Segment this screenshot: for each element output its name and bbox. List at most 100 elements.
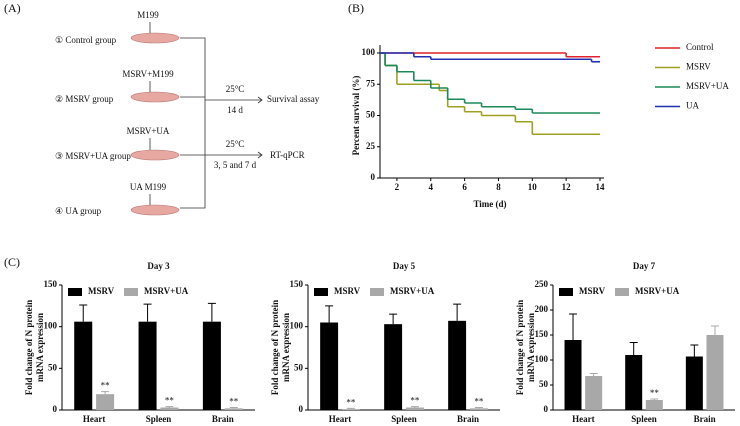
- y-tick-label: 100: [44, 321, 58, 331]
- y-tick-label: 250: [535, 279, 549, 289]
- condition: 14 d: [227, 105, 243, 115]
- x-tick-label: Heart: [83, 414, 106, 424]
- error-bar: [589, 373, 598, 376]
- y-axis-label: mRNA expression: [526, 313, 536, 382]
- condition: 25°C: [226, 139, 245, 149]
- error-bar: [410, 406, 419, 408]
- significance: **: [650, 388, 660, 398]
- fish: [130, 91, 180, 103]
- error-bar: [325, 305, 334, 323]
- legend-swatch: [68, 288, 82, 296]
- legend-swatch: [314, 288, 328, 296]
- y-tick-label: 0: [53, 404, 58, 414]
- legend-label: Control: [686, 42, 714, 52]
- bar: [202, 321, 221, 410]
- fish-label: MSRV+UA: [127, 126, 170, 136]
- group-label: ② MSRV group: [55, 94, 114, 104]
- x-tick-label: 10: [528, 182, 538, 192]
- panel-label: (B): [348, 1, 364, 15]
- significance: **: [474, 397, 484, 407]
- condition: 3, 5 and 7 d: [214, 160, 257, 170]
- y-tick-label: 0: [371, 172, 376, 182]
- significance: **: [101, 381, 111, 391]
- legend-label: UA: [686, 101, 699, 111]
- bar: [138, 321, 157, 410]
- x-tick-label: Spleen: [146, 414, 172, 424]
- arrow: [205, 96, 263, 159]
- bar: [645, 400, 663, 410]
- x-tick-label: 4: [429, 182, 434, 192]
- bar: [706, 335, 724, 410]
- significance: **: [410, 396, 420, 406]
- axis: [379, 45, 604, 179]
- error-bar: [690, 344, 699, 357]
- assay: Survival assay: [267, 94, 320, 104]
- y-tick-label: 0: [299, 404, 304, 414]
- legend-label: MSRV: [88, 286, 115, 296]
- error-bar: [629, 342, 638, 355]
- error-bar: [143, 303, 152, 322]
- legend-label: MSRV+UA: [144, 286, 189, 296]
- diagram: M199 MSRV+M199 MSRV+UA UA M199 ① Control…: [55, 10, 320, 216]
- fish-label: UA M199: [130, 182, 167, 192]
- bar: [625, 355, 643, 410]
- error-bar: [165, 406, 174, 408]
- x-tick-label: Brain: [694, 414, 716, 424]
- bar: [384, 324, 403, 410]
- bar: [160, 407, 179, 410]
- chart-title: Day 7: [633, 261, 656, 271]
- y-tick-label: 200: [535, 304, 549, 314]
- significance: **: [346, 397, 356, 407]
- x-tick-label: Heart: [329, 414, 352, 424]
- error-bar: [710, 325, 719, 335]
- bar: [564, 340, 582, 410]
- x-axis-label: Time (d): [473, 199, 506, 209]
- y-tick-label: 150: [290, 279, 304, 289]
- legend-swatch: [615, 288, 629, 296]
- legend-swatch: [370, 288, 384, 296]
- fish-label: M199: [137, 10, 159, 20]
- group-label: ③ MSRV+UA group: [55, 151, 131, 161]
- fish-label: MSRV+M199: [122, 69, 174, 79]
- error-bar: [346, 407, 355, 410]
- y-axis-label: Percent survival (%): [351, 76, 361, 156]
- significance: **: [229, 397, 239, 407]
- group-label: ④ UA group: [55, 206, 102, 216]
- y-tick-label: 150: [44, 279, 58, 289]
- assay: RT-qPCR: [270, 150, 305, 160]
- bracket: [180, 37, 206, 209]
- error-bar: [79, 304, 88, 322]
- x-tick-label: Spleen: [391, 414, 417, 424]
- error-bar: [229, 407, 238, 409]
- y-tick-label: 100: [362, 47, 376, 57]
- bar: [405, 407, 424, 410]
- y-tick-label: 50: [539, 379, 549, 389]
- bar: [469, 408, 488, 410]
- fish: [130, 149, 180, 161]
- y-tick-label: 150: [535, 329, 549, 339]
- bar: [320, 322, 339, 410]
- fish: [130, 32, 180, 44]
- y-tick-label: 0: [544, 404, 549, 414]
- y-axis-label: Fold change of N protein: [270, 300, 280, 395]
- bar: [585, 376, 603, 410]
- significance: **: [165, 396, 175, 406]
- legend-label: MSRV+UA: [686, 81, 729, 91]
- legend-label: MSRV: [579, 286, 606, 296]
- y-tick-label: 75: [366, 78, 376, 88]
- x-tick-label: 14: [596, 182, 606, 192]
- error-bar: [101, 391, 110, 395]
- y-tick-label: 50: [366, 110, 376, 120]
- y-axis-label: Fold change of N protein: [24, 300, 34, 395]
- bar: [74, 321, 93, 410]
- legend-label: MSRV+UA: [390, 286, 435, 296]
- chart-title: Day 5: [393, 261, 416, 271]
- y-tick-label: 50: [294, 362, 304, 372]
- x-tick-label: 8: [496, 182, 501, 192]
- error-bar: [474, 407, 483, 409]
- x-tick-label: Spleen: [631, 414, 657, 424]
- bar: [448, 320, 467, 410]
- y-tick-label: 100: [290, 321, 304, 331]
- x-tick-label: 6: [462, 182, 467, 192]
